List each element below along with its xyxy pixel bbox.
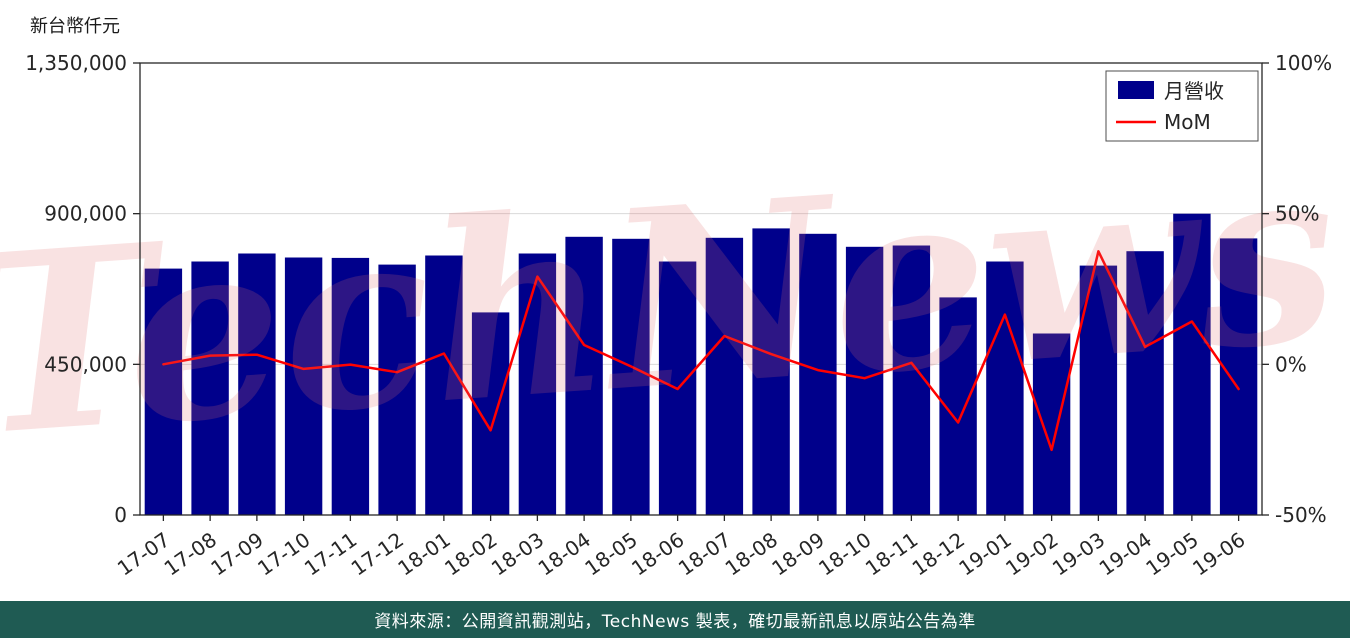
x-tick-label: 19-01 [954, 527, 1015, 580]
x-tick-label: 18-10 [814, 527, 875, 580]
x-tick-label: 17-07 [113, 527, 174, 580]
left-axis-unit-label: 新台幣仟元 [30, 16, 120, 37]
bar-18-02 [471, 312, 510, 515]
bar-19-05 [1173, 213, 1211, 515]
x-tick-label: 19-05 [1141, 527, 1202, 580]
left-tick-label: 450,000 [44, 352, 127, 376]
right-tick-label: 50% [1275, 202, 1319, 226]
plot-frame [139, 62, 1263, 516]
right-tick-label: 0% [1275, 352, 1307, 376]
x-tick-label: 18-08 [721, 527, 782, 580]
x-tick-label: 18-09 [767, 527, 828, 580]
x-tick-label: 18-04 [534, 527, 595, 580]
x-axis: 17-0717-0817-0917-1017-1117-1218-0118-02… [113, 515, 1249, 580]
bar-18-05 [612, 238, 650, 516]
left-tick-label: 900,000 [44, 202, 127, 226]
bar-18-10 [845, 246, 884, 516]
legend-bar-swatch [1118, 81, 1154, 99]
footer-bar: 資料來源：公開資訊觀測站，TechNews 製表，確切最新訊息以原站公告為準 [0, 601, 1350, 638]
x-tick-label: 18-06 [627, 527, 688, 580]
bar-17-10 [284, 257, 323, 515]
bar-18-03 [518, 253, 557, 515]
bar-19-02 [1032, 333, 1071, 515]
footer-text: 資料來源：公開資訊觀測站，TechNews 製表，確切最新訊息以原站公告為準 [374, 612, 976, 632]
x-tick-label: 19-04 [1095, 527, 1156, 580]
bar-19-04 [1126, 251, 1164, 515]
bar-17-08 [191, 261, 229, 515]
bars-group [144, 213, 1258, 516]
right-axis: -50% 0% 50% 100% [1262, 51, 1332, 527]
x-tick-label: 19-06 [1188, 527, 1249, 580]
x-tick-label: 18-12 [908, 527, 969, 580]
bar-18-01 [425, 255, 463, 515]
x-tick-label: 17-08 [160, 527, 221, 580]
legend-label-revenue: 月營收 [1164, 79, 1224, 103]
bar-17-09 [238, 253, 276, 515]
x-tick-label: 18-01 [393, 527, 454, 580]
x-tick-label: 18-11 [861, 527, 922, 580]
legend-label-mom: MoM [1164, 110, 1211, 134]
left-tick-label: 0 [114, 503, 127, 527]
right-tick-label: 100% [1275, 51, 1332, 75]
x-tick-label: 18-02 [440, 527, 501, 580]
x-tick-label: 18-07 [674, 527, 735, 580]
x-tick-label: 17-11 [300, 527, 361, 580]
x-tick-label: 18-03 [487, 527, 548, 580]
bar-18-07 [705, 237, 744, 516]
x-tick-label: 19-02 [1001, 527, 1062, 580]
bar-17-12 [378, 264, 416, 515]
mom-line [162, 250, 1240, 452]
x-tick-label: 17-09 [206, 527, 267, 580]
bar-18-09 [799, 233, 837, 516]
left-axis: 0 450,000 900,000 1,350,000 [25, 51, 140, 527]
legend: 月營收 MoM [1105, 70, 1259, 142]
bar-18-04 [565, 236, 603, 516]
bar-17-11 [331, 257, 370, 515]
bar-17-07 [144, 268, 183, 515]
bar-19-06 [1219, 238, 1258, 515]
bar-19-01 [986, 261, 1024, 515]
x-tick-label: 18-05 [580, 527, 641, 580]
bar-18-08 [752, 228, 790, 515]
x-tick-label: 17-12 [347, 527, 408, 580]
right-tick-label: -50% [1275, 503, 1327, 527]
x-tick-label: 19-03 [1048, 527, 1109, 580]
revenue-mom-chart: TechNews0450,000900,0001,350,000-50%0%50… [0, 51, 1345, 580]
left-tick-label: 1,350,000 [25, 51, 127, 75]
x-tick-label: 17-10 [253, 527, 314, 580]
